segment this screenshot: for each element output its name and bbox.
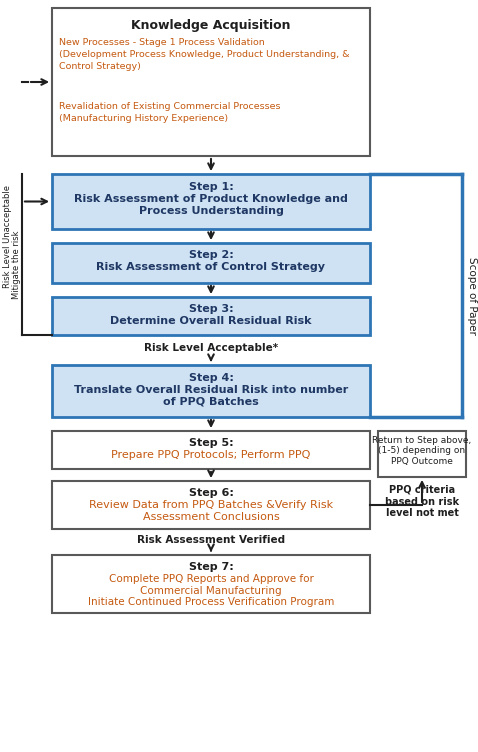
Text: Knowledge Acquisition: Knowledge Acquisition xyxy=(131,19,291,32)
Text: Risk Level Acceptable*: Risk Level Acceptable* xyxy=(144,343,278,353)
Text: Mitigate the risk: Mitigate the risk xyxy=(12,230,22,299)
Text: Risk Level Unacceptable: Risk Level Unacceptable xyxy=(3,185,12,288)
Text: New Processes - Stage 1 Process Validation: New Processes - Stage 1 Process Validati… xyxy=(59,38,265,47)
Text: Translate Overall Residual Risk into number
of PPQ Batches: Translate Overall Residual Risk into num… xyxy=(74,385,348,407)
Text: Step 6:: Step 6: xyxy=(188,488,233,498)
Text: Risk Assessment of Product Knowledge and
Process Understanding: Risk Assessment of Product Knowledge and… xyxy=(74,194,348,216)
Text: Step 2:: Step 2: xyxy=(189,250,233,260)
Text: Scope of Paper: Scope of Paper xyxy=(467,256,477,335)
Text: Determine Overall Residual Risk: Determine Overall Residual Risk xyxy=(110,316,312,326)
Text: Complete PPQ Reports and Approve for
Commercial Manufacturing
Initiate Continued: Complete PPQ Reports and Approve for Com… xyxy=(88,574,334,607)
Text: Control Strategy): Control Strategy) xyxy=(59,62,141,71)
Text: (Development Process Knowledge, Product Understanding, &: (Development Process Knowledge, Product … xyxy=(59,50,349,59)
Bar xyxy=(52,8,370,156)
Bar xyxy=(52,297,370,335)
Text: Prepare PPQ Protocols; Perform PPQ: Prepare PPQ Protocols; Perform PPQ xyxy=(111,450,311,460)
Text: Revalidation of Existing Commercial Processes: Revalidation of Existing Commercial Proc… xyxy=(59,102,281,111)
Bar xyxy=(52,555,370,613)
Text: Step 7:: Step 7: xyxy=(189,562,233,572)
Text: Step 1:: Step 1: xyxy=(189,182,233,192)
Bar xyxy=(52,431,370,469)
Bar xyxy=(378,431,466,477)
Text: Return to Step above,
(1-5) depending on
PPQ Outcome: Return to Step above, (1-5) depending on… xyxy=(372,436,472,465)
Bar xyxy=(52,243,370,283)
Text: Review Data from PPQ Batches &Verify Risk
Assessment Conclusions: Review Data from PPQ Batches &Verify Ris… xyxy=(89,500,333,522)
Text: Step 5:: Step 5: xyxy=(189,438,233,448)
Bar xyxy=(52,365,370,417)
Text: (Manufacturing History Experience): (Manufacturing History Experience) xyxy=(59,114,228,123)
Text: Step 4:: Step 4: xyxy=(188,373,233,383)
Text: Step 3:: Step 3: xyxy=(189,304,233,314)
Text: Risk Assessment Verified: Risk Assessment Verified xyxy=(137,535,285,545)
Text: Risk Assessment of Control Strategy: Risk Assessment of Control Strategy xyxy=(97,262,326,272)
Bar xyxy=(52,481,370,529)
Text: PPQ criteria
based on risk
level not met: PPQ criteria based on risk level not met xyxy=(385,485,459,518)
Bar xyxy=(52,174,370,229)
